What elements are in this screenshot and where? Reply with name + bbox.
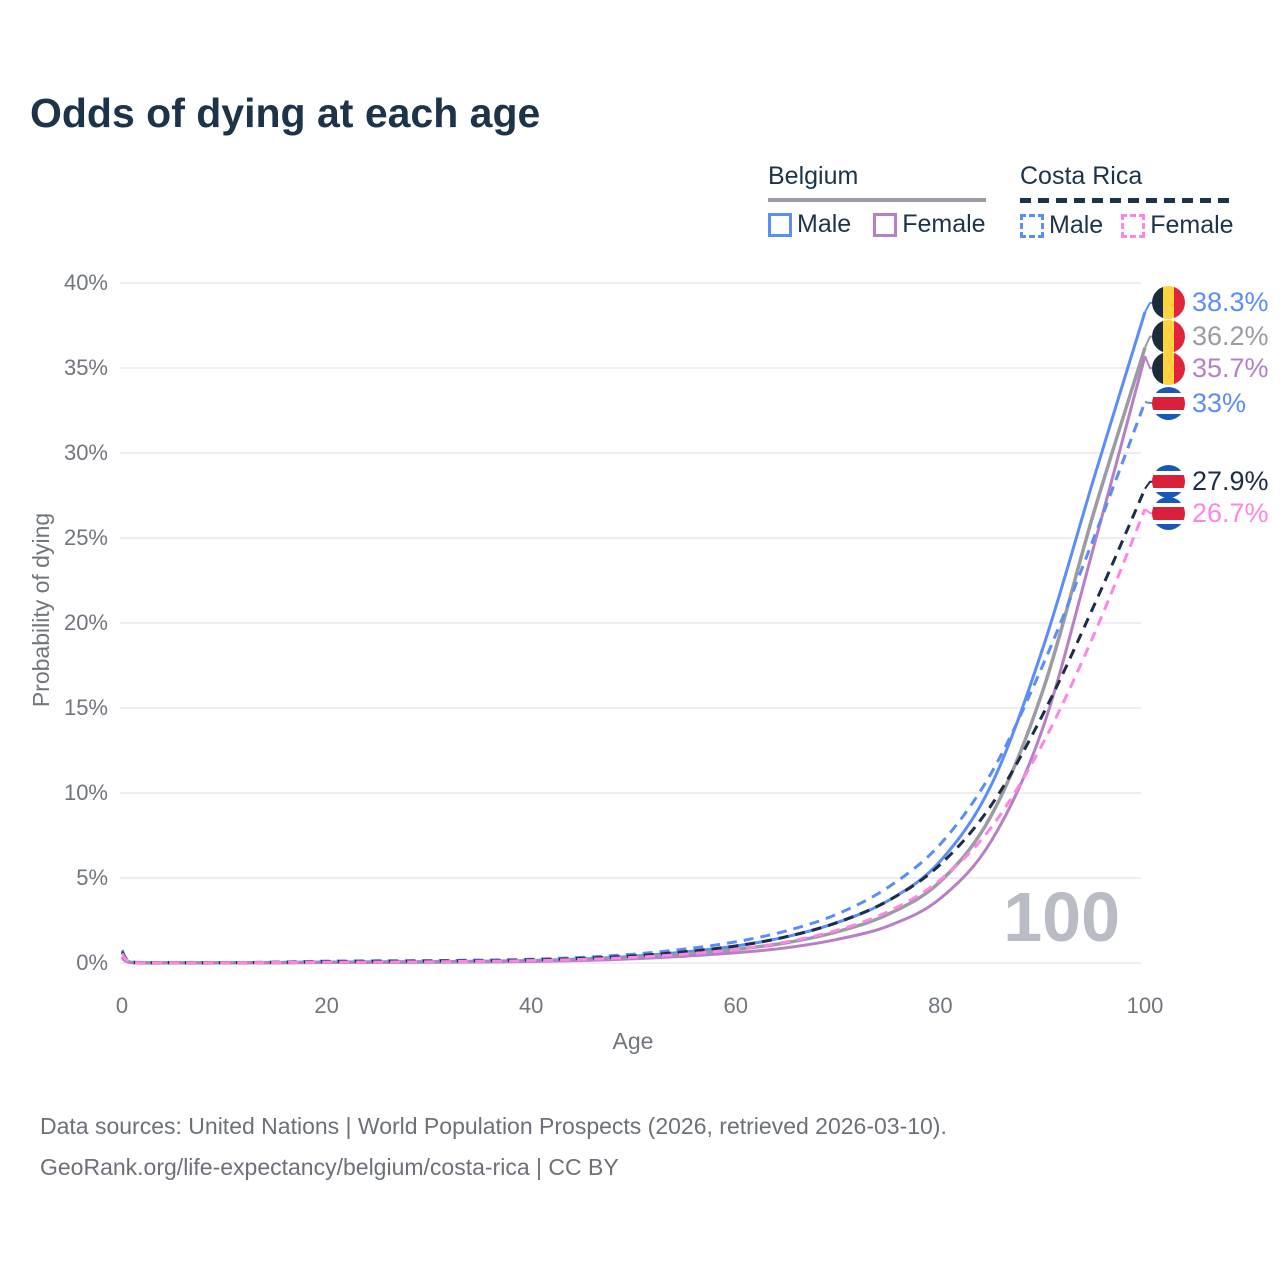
legend-group-belgium: Belgium Male Female bbox=[768, 162, 986, 239]
series-line-belgium-female bbox=[121, 355, 1147, 965]
page-title: Odds of dying at each age bbox=[30, 90, 541, 136]
end-value-belgium-female: 35.7% bbox=[1192, 352, 1269, 383]
series-line-costa-rica-both bbox=[120, 488, 1147, 965]
legend-group-costa-rica: Costa Rica Male Female bbox=[1020, 162, 1234, 240]
legend-belgium-female-label: Female bbox=[902, 210, 986, 238]
series-line-belgium-both bbox=[120, 347, 1147, 965]
end-value-costa-rica-both: 27.9% bbox=[1192, 466, 1269, 497]
x-tick-label: 100 bbox=[1126, 993, 1164, 1018]
y-tick-label: 20% bbox=[63, 610, 108, 635]
x-tick-label: 0 bbox=[115, 993, 129, 1018]
series-line-costa-rica-female bbox=[120, 508, 1147, 965]
end-value-costa-rica-male: 33% bbox=[1192, 387, 1247, 418]
costa-rica-male-swatch bbox=[1020, 213, 1044, 238]
costa-rica-flag-icon bbox=[1152, 386, 1185, 420]
y-tick-label: 35% bbox=[63, 355, 108, 380]
data-sources-line: Data sources: United Nations | World Pop… bbox=[40, 1113, 947, 1139]
legend-belgium-title: Belgium bbox=[768, 162, 859, 190]
belgium-flag-icon bbox=[1152, 320, 1185, 354]
end-label-costa-rica-male: 33% bbox=[1152, 386, 1246, 420]
end-label-costa-rica-female: 26.7% bbox=[1152, 496, 1269, 530]
end-value-costa-rica-female: 26.7% bbox=[1192, 497, 1269, 528]
y-tick-label: 25% bbox=[63, 525, 108, 550]
belgium-both-swatch-line bbox=[768, 198, 986, 202]
end-label-belgium-both: 36.2% bbox=[1152, 320, 1269, 354]
y-tick-label: 10% bbox=[63, 780, 108, 805]
end-label-belgium-male: 38.3% bbox=[1152, 286, 1269, 320]
belgium-female-swatch bbox=[873, 212, 898, 237]
end-value-belgium-male: 38.3% bbox=[1192, 287, 1269, 318]
costa-rica-flag-icon bbox=[1152, 465, 1185, 499]
end-label-belgium-female: 35.7% bbox=[1152, 351, 1269, 385]
y-tick-label: 30% bbox=[63, 440, 108, 465]
costa-rica-both-swatch-line bbox=[1020, 198, 1234, 203]
legend-belgium-male-label: Male bbox=[797, 210, 852, 238]
belgium-male-swatch bbox=[768, 212, 792, 237]
x-axis-title: Age bbox=[612, 1028, 654, 1054]
legend-costa-rica-female-label: Female bbox=[1150, 211, 1234, 239]
x-tick-label: 20 bbox=[314, 993, 339, 1018]
series-line-belgium-male bbox=[121, 311, 1147, 965]
source-footer: Data sources: United Nations | World Pop… bbox=[40, 1106, 947, 1188]
y-axis-title: Probability of dying bbox=[28, 512, 54, 708]
costa-rica-female-swatch bbox=[1121, 213, 1146, 238]
x-tick-label: 80 bbox=[928, 993, 953, 1018]
legend-costa-rica-male-label: Male bbox=[1049, 211, 1104, 239]
attribution-line: GeoRank.org/life-expectancy/belgium/cost… bbox=[40, 1154, 619, 1180]
belgium-flag-icon bbox=[1152, 351, 1185, 385]
x-tick-label: 60 bbox=[723, 993, 749, 1018]
y-tick-label: 0% bbox=[76, 950, 108, 975]
belgium-flag-icon bbox=[1152, 286, 1185, 320]
x-tick-label: 40 bbox=[518, 993, 544, 1018]
end-label-costa-rica-both: 27.9% bbox=[1152, 465, 1269, 499]
hovered-age-watermark: 100 bbox=[1003, 878, 1120, 956]
y-tick-label: 40% bbox=[63, 270, 108, 295]
y-tick-label: 5% bbox=[76, 865, 108, 890]
y-tick-label: 15% bbox=[63, 695, 108, 720]
costa-rica-flag-icon bbox=[1152, 496, 1185, 530]
series-line-costa-rica-male bbox=[120, 401, 1147, 965]
legend-costa-rica-title: Costa Rica bbox=[1020, 162, 1143, 190]
end-value-belgium-both: 36.2% bbox=[1192, 321, 1269, 352]
